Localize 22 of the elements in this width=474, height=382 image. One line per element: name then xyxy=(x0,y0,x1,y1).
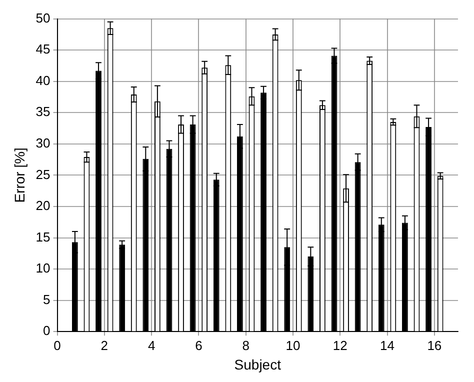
x-tick-label: 0 xyxy=(54,338,61,353)
y-tick-label: 0 xyxy=(43,323,50,338)
y-tick-label: 25 xyxy=(36,166,50,182)
x-tick-label: 16 xyxy=(427,338,442,353)
y-axis-title: Error [%] xyxy=(11,148,28,203)
y-tick-label: 15 xyxy=(36,229,50,244)
y-tick-label: 50 xyxy=(36,10,50,26)
x-axis-title: Subject xyxy=(234,356,282,372)
y-tick-label: 45 xyxy=(36,42,50,57)
y-tick-label: 30 xyxy=(36,136,50,150)
y-tick-label: 20 xyxy=(36,198,50,214)
x-tick-label: 2 xyxy=(100,338,108,353)
x-tick-label: 4 xyxy=(148,338,156,353)
x-tick-label: 8 xyxy=(242,338,250,353)
x-tick-label: 6 xyxy=(195,338,202,353)
y-tick-label: 35 xyxy=(36,104,50,120)
x-tick-label: 10 xyxy=(286,338,300,353)
x-tick-label: 12 xyxy=(332,338,348,353)
y-tick-label: 40 xyxy=(36,72,50,88)
x-tick-label: 14 xyxy=(380,338,395,353)
y-tick-label: 5 xyxy=(43,292,50,307)
y-tick-label: 10 xyxy=(36,260,50,276)
